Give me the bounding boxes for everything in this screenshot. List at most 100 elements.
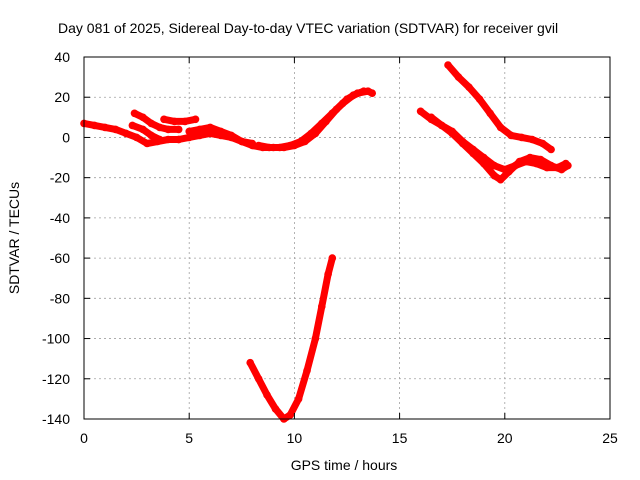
- x-tick-label: 5: [185, 430, 193, 446]
- data-point: [564, 161, 572, 170]
- data-point: [164, 135, 172, 144]
- data-point: [448, 129, 457, 138]
- data-point: [101, 123, 109, 132]
- data-point: [265, 143, 274, 152]
- axis-ticks: [83, 56, 611, 420]
- data-point: [437, 121, 446, 130]
- data-point: [505, 167, 513, 176]
- data-point: [248, 139, 257, 148]
- data-point: [547, 145, 555, 154]
- data-point: [185, 133, 193, 142]
- data-point: [238, 137, 246, 146]
- chart-title: Day 081 of 2025, Sidereal Day-to-day VTE…: [58, 20, 558, 36]
- data-point: [490, 161, 499, 170]
- tick-labels: 0 5 10 15 20 25 -140 -120 -100 -80 -60 -40 -20 0 20 40: [42, 49, 618, 446]
- data-point: [538, 139, 547, 148]
- data-point: [160, 115, 168, 124]
- data-point: [311, 334, 320, 343]
- data-point: [480, 159, 488, 168]
- data-point: [339, 99, 347, 108]
- x-tick-label: 25: [602, 430, 618, 446]
- data-point: [139, 125, 147, 134]
- x-tick-label: 15: [392, 430, 408, 446]
- x-tick-label: 0: [80, 430, 88, 446]
- data-point: [174, 135, 183, 144]
- data-point: [181, 117, 189, 126]
- data-point: [368, 89, 377, 97]
- grid-lines: [84, 57, 610, 419]
- data-point: [191, 115, 200, 124]
- y-axis-label: SDTVAR / TECUs: [6, 182, 22, 294]
- y-tick-label: -80: [50, 290, 70, 306]
- series-line-track-2: [128, 121, 164, 143]
- data-point: [185, 127, 193, 136]
- data-point: [303, 366, 311, 375]
- data-point: [427, 113, 436, 122]
- data-point: [263, 391, 271, 399]
- series-group: [80, 61, 572, 423]
- data-point: [155, 135, 164, 144]
- data-point: [195, 125, 204, 134]
- data-point: [130, 109, 139, 118]
- data-point: [294, 395, 303, 403]
- data-point: [458, 139, 467, 148]
- data-point: [328, 254, 337, 262]
- data-point: [275, 143, 284, 152]
- data-point: [164, 125, 172, 134]
- data-point: [318, 119, 326, 128]
- data-point: [307, 129, 316, 138]
- data-point: [254, 375, 263, 383]
- y-tick-label: -140: [42, 411, 70, 427]
- data-point: [517, 133, 526, 142]
- data-point: [496, 123, 505, 132]
- y-tick-label: -100: [42, 331, 70, 347]
- data-point: [296, 137, 305, 146]
- data-point: [155, 123, 164, 132]
- series-line-track-4: [160, 115, 199, 125]
- data-point: [454, 73, 463, 81]
- plot-frame: [83, 56, 611, 420]
- data-point: [132, 133, 141, 142]
- data-point: [122, 129, 130, 138]
- data-point: [328, 109, 337, 118]
- data-point: [128, 121, 137, 130]
- y-tick-label: -120: [42, 371, 70, 387]
- data-point: [469, 149, 478, 158]
- y-tick-label: -40: [50, 210, 70, 226]
- y-tick-label: 20: [54, 89, 70, 105]
- data-point: [246, 358, 254, 367]
- data-point: [475, 95, 484, 103]
- data-point: [557, 165, 566, 174]
- data-point: [174, 125, 183, 134]
- data-point: [416, 107, 425, 116]
- data-point: [195, 131, 204, 140]
- data-point: [360, 87, 368, 95]
- data-point: [536, 155, 545, 164]
- y-tick-label: 40: [54, 49, 70, 65]
- x-tick-label: 20: [497, 430, 513, 446]
- data-point: [324, 270, 332, 279]
- x-tick-label: 10: [287, 430, 303, 446]
- data-point: [254, 141, 263, 150]
- data-point: [143, 139, 151, 148]
- data-point: [286, 411, 295, 419]
- data-point: [526, 153, 534, 162]
- data-point: [147, 119, 156, 128]
- data-point: [507, 131, 515, 140]
- data-point: [465, 83, 473, 91]
- y-tick-label: 0: [62, 129, 70, 145]
- data-point: [111, 125, 120, 134]
- data-point: [147, 131, 156, 140]
- data-point: [515, 157, 524, 166]
- x-axis-label: GPS time / hours: [291, 457, 398, 473]
- data-point: [217, 127, 225, 136]
- data-point: [286, 141, 295, 150]
- data-point: [496, 175, 505, 184]
- data-point: [227, 131, 236, 140]
- data-point: [139, 113, 147, 122]
- data-point: [318, 302, 326, 311]
- data-point: [271, 405, 280, 413]
- data-point: [444, 61, 452, 69]
